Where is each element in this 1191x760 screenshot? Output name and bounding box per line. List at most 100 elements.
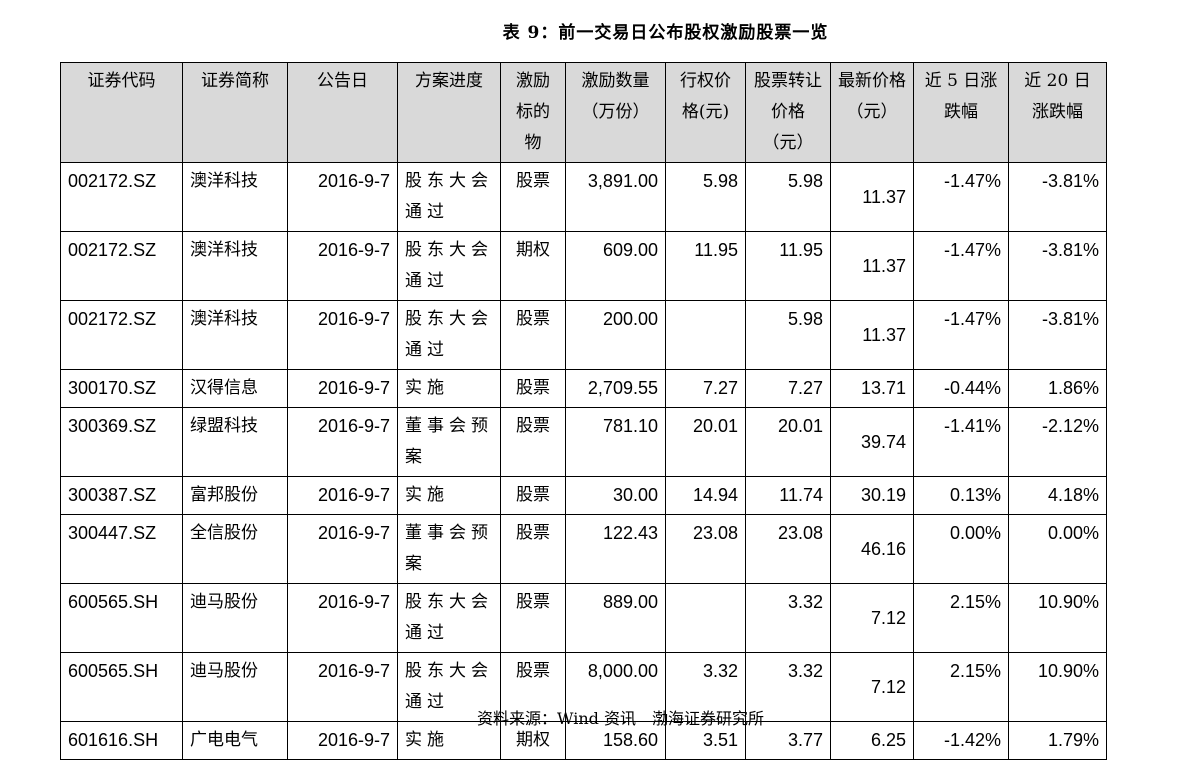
- header-change-20d: 近 20 日涨跌幅: [1008, 62, 1107, 163]
- cell-progress: 股东大会通过: [397, 162, 501, 232]
- cell-transfer-price: 5.98: [745, 162, 831, 232]
- cell-type: 股票: [500, 162, 566, 232]
- cell-progress: 董事会预案: [397, 407, 501, 477]
- cell-name: 绿盟科技: [182, 407, 288, 477]
- header-latest-price: 最新价格（元）: [830, 62, 914, 163]
- cell-date: 2016-9-7: [287, 476, 398, 515]
- header-exercise-price: 行权价格(元): [665, 62, 746, 163]
- cell-latest-price: 46.16: [830, 514, 914, 584]
- cell-transfer-price: 5.98: [745, 300, 831, 370]
- cell-progress: 股东大会通过: [397, 300, 501, 370]
- cell-name: 汉得信息: [182, 369, 288, 408]
- cell-change-5d: -1.47%: [913, 162, 1009, 232]
- cell-transfer-price: 11.74: [745, 476, 831, 515]
- cell-name: 澳洋科技: [182, 300, 288, 370]
- source-note: 资料来源：Wind 资讯 渤海证券研究所: [477, 709, 764, 728]
- cell-change-20d: 1.86%: [1008, 369, 1107, 408]
- cell-quantity: 609.00: [565, 231, 666, 301]
- cell-latest-price: 30.19: [830, 476, 914, 515]
- table-row: 002172.SZ 澳洋科技 2016-9-7 股东大会通过 股票 200.00 5.98 1…: [60, 300, 1107, 370]
- cell-name: 澳洋科技: [182, 162, 288, 232]
- cell-transfer-price: 23.08: [745, 514, 831, 584]
- cell-change-20d: -3.81%: [1008, 231, 1107, 301]
- cell-change-20d: 4.18%: [1008, 476, 1107, 515]
- cell-change-20d: -3.81%: [1008, 300, 1107, 370]
- cell-code: 300170.SZ: [60, 369, 183, 408]
- cell-exercise-price: 5.98: [665, 162, 746, 232]
- cell-exercise-price: 14.94: [665, 476, 746, 515]
- cell-date: 2016-9-7: [287, 300, 398, 370]
- cell-transfer-price: 20.01: [745, 407, 831, 477]
- cell-type: 股票: [500, 300, 566, 370]
- table-row: 002172.SZ 澳洋科技 2016-9-7 股东大会通过 股票 3,891.00 5.9…: [60, 162, 1107, 232]
- table-row: 300387.SZ 富邦股份 2016-9-7 实施 股票 30.00 14.94 11.74…: [60, 476, 1107, 515]
- header-progress: 方案进度: [397, 62, 501, 163]
- cell-progress: 股东大会通过: [397, 231, 501, 301]
- cell-code: 002172.SZ: [60, 300, 183, 370]
- header-date: 公告日: [287, 62, 398, 163]
- cell-name: 全信股份: [182, 514, 288, 584]
- cell-change-5d: -0.44%: [913, 369, 1009, 408]
- cell-transfer-price: 3.32: [745, 652, 831, 722]
- cell-change-5d: 0.00%: [913, 514, 1009, 584]
- cell-type: 股票: [500, 369, 566, 408]
- cell-quantity: 2,709.55: [565, 369, 666, 408]
- cell-change-5d: -1.47%: [913, 300, 1009, 370]
- cell-change-20d: -2.12%: [1008, 407, 1107, 477]
- header-change-5d: 近 5 日涨跌幅: [913, 62, 1009, 163]
- cell-quantity: 200.00: [565, 300, 666, 370]
- cell-quantity: 30.00: [565, 476, 666, 515]
- cell-date: 2016-9-7: [287, 583, 398, 653]
- cell-transfer-price: 7.27: [745, 369, 831, 408]
- header-name: 证券简称: [182, 62, 288, 163]
- cell-exercise-price: 7.27: [665, 369, 746, 408]
- cell-progress: 股东大会通过: [397, 583, 501, 653]
- cell-quantity: 122.43: [565, 514, 666, 584]
- header-code: 证券代码: [60, 62, 183, 163]
- cell-name: 富邦股份: [182, 476, 288, 515]
- cell-name: 澳洋科技: [182, 231, 288, 301]
- cell-change-5d: -1.47%: [913, 231, 1009, 301]
- cell-change-5d: 2.15%: [913, 652, 1009, 722]
- cell-latest-price: 11.37: [830, 231, 914, 301]
- cell-type: 股票: [500, 514, 566, 584]
- cell-type: 期权: [500, 231, 566, 301]
- table-row: 600565.SH 迪马股份 2016-9-7 股东大会通过 股票 889.00 3.32 7…: [60, 583, 1107, 653]
- cell-quantity: 8,000.00: [565, 652, 666, 722]
- cell-name: 迪马股份: [182, 652, 288, 722]
- cell-exercise-price: [665, 583, 746, 653]
- cell-transfer-price: 3.32: [745, 583, 831, 653]
- table-row: 300369.SZ 绿盟科技 2016-9-7 董事会预案 股票 781.10 20.01 2…: [60, 407, 1107, 477]
- cell-type: 股票: [500, 583, 566, 653]
- cell-change-5d: 2.15%: [913, 583, 1009, 653]
- header-type: 激励标的物: [500, 62, 566, 163]
- cell-exercise-price: 20.01: [665, 407, 746, 477]
- cell-change-20d: -3.81%: [1008, 162, 1107, 232]
- cell-code: 300447.SZ: [60, 514, 183, 584]
- cell-name: 迪马股份: [182, 583, 288, 653]
- cell-type: 股票: [500, 476, 566, 515]
- cell-transfer-price: 11.95: [745, 231, 831, 301]
- cell-progress: 实施: [397, 369, 501, 408]
- cell-quantity: 889.00: [565, 583, 666, 653]
- cell-change-5d: -1.41%: [913, 407, 1009, 477]
- cell-latest-price: 39.74: [830, 407, 914, 477]
- cell-code: 002172.SZ: [60, 231, 183, 301]
- table-row: 600565.SH 迪马股份 2016-9-7 股东大会通过 股票 8,000.00 3.3…: [60, 652, 1107, 722]
- cell-date: 2016-9-7: [287, 231, 398, 301]
- cell-quantity: 3,891.00: [565, 162, 666, 232]
- incentive-table: 证券代码 证券简称 公告日 方案进度 激励标的物 激励数量（万份） 行权价格(元) 股票转让价…: [60, 62, 1107, 760]
- table-row: 300170.SZ 汉得信息 2016-9-7 实施 股票 2,709.55 7.27 7.2…: [60, 369, 1107, 408]
- cell-date: 2016-9-7: [287, 514, 398, 584]
- cell-change-5d: 0.13%: [913, 476, 1009, 515]
- cell-latest-price: 13.71: [830, 369, 914, 408]
- cell-latest-price: 11.37: [830, 300, 914, 370]
- cell-code: 300387.SZ: [60, 476, 183, 515]
- cell-exercise-price: 3.32: [665, 652, 746, 722]
- cell-quantity: 158.60: [565, 721, 666, 760]
- cell-code: 300369.SZ: [60, 407, 183, 477]
- cell-change-20d: 10.90%: [1008, 583, 1107, 653]
- cell-change-20d: 10.90%: [1008, 652, 1107, 722]
- cell-progress: 股东大会通过: [397, 652, 501, 722]
- cell-code: 002172.SZ: [60, 162, 183, 232]
